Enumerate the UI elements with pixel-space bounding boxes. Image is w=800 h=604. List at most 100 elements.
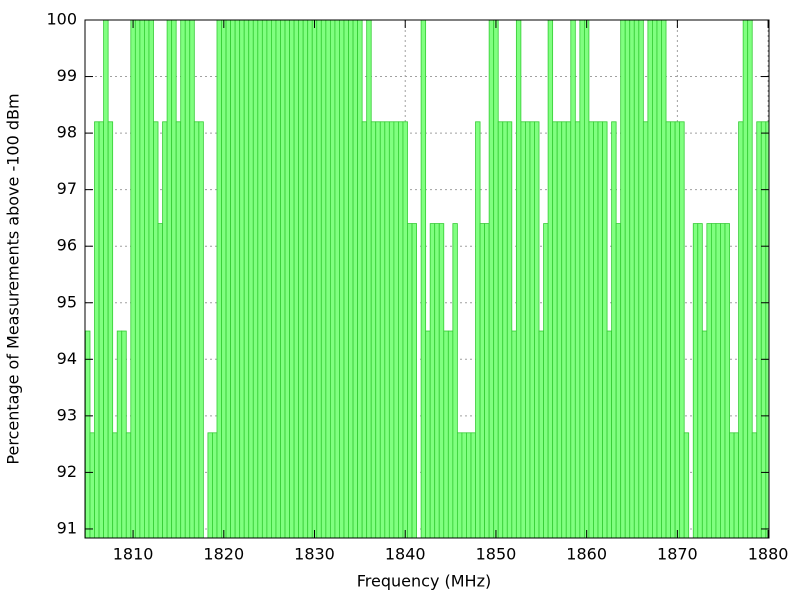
bar <box>738 121 744 538</box>
bar <box>257 20 263 538</box>
bar <box>429 223 436 538</box>
bar <box>284 20 290 538</box>
bar <box>515 20 522 538</box>
bar <box>271 20 277 538</box>
x-tick-label: 1870 <box>657 545 698 564</box>
bar <box>407 223 413 538</box>
bar <box>602 121 608 538</box>
bar <box>565 121 572 538</box>
bar <box>652 20 658 538</box>
bar <box>615 223 622 538</box>
bar <box>266 20 272 538</box>
bar <box>624 20 631 538</box>
bar <box>561 121 567 538</box>
bar <box>334 20 340 538</box>
bar <box>547 20 554 538</box>
y-tick-label: 93 <box>57 405 77 424</box>
bar <box>112 432 118 538</box>
bar <box>470 432 476 538</box>
bar <box>107 121 114 538</box>
bar <box>583 20 590 538</box>
bar <box>452 223 458 538</box>
bar <box>379 121 386 538</box>
bar <box>579 20 585 538</box>
bar <box>370 121 377 538</box>
bar <box>166 20 173 538</box>
y-tick-label: 95 <box>57 292 77 311</box>
bar <box>366 20 372 538</box>
bar <box>144 20 150 538</box>
bar <box>153 121 159 538</box>
y-tick-label: 98 <box>57 123 77 142</box>
y-tick-label: 96 <box>57 236 77 255</box>
bar <box>556 121 563 538</box>
bar <box>683 432 690 538</box>
bar <box>670 121 676 538</box>
y-tick-label: 92 <box>57 462 77 481</box>
bar <box>479 223 486 538</box>
bar <box>248 20 254 538</box>
bar <box>756 121 762 538</box>
bar <box>434 223 440 538</box>
bar <box>175 121 182 538</box>
bar <box>733 432 740 538</box>
bar <box>574 121 581 538</box>
bar <box>329 20 336 538</box>
bar <box>611 121 617 538</box>
bar <box>221 20 227 538</box>
bar <box>357 20 363 538</box>
bar <box>534 121 540 538</box>
bar <box>189 20 195 538</box>
bar <box>157 223 163 538</box>
bar <box>116 330 123 538</box>
y-tick-label: 94 <box>57 349 77 368</box>
bar <box>570 20 576 538</box>
bar <box>765 121 769 538</box>
bar <box>506 121 513 538</box>
bar <box>89 432 95 538</box>
y-tick-label: 91 <box>57 518 77 537</box>
bar <box>742 20 749 538</box>
bar <box>398 121 404 538</box>
y-axis-label: Percentage of Measurements above -100 dB… <box>4 93 23 464</box>
bar <box>180 20 186 538</box>
bar <box>184 20 191 538</box>
bar <box>139 20 145 538</box>
bar <box>98 121 104 538</box>
bar <box>425 330 431 538</box>
bar <box>701 330 708 538</box>
bar <box>692 223 699 538</box>
bar <box>339 20 345 538</box>
bar <box>461 432 467 538</box>
bar <box>216 20 222 538</box>
x-axis-label: Frequency (MHz) <box>357 572 491 591</box>
axes: 91 92 93 94 95 96 97 98 99 100 1810 1820 1830 1840 185… <box>46 10 788 564</box>
bar <box>511 330 517 538</box>
bar <box>488 20 495 538</box>
bar <box>724 223 730 538</box>
x-tick-label: 1830 <box>294 545 335 564</box>
bar <box>230 20 236 538</box>
bar <box>420 20 427 538</box>
bar <box>148 20 154 538</box>
bar <box>280 20 286 538</box>
bar <box>502 121 508 538</box>
x-tick-label: 1820 <box>203 545 244 564</box>
bar <box>212 432 218 538</box>
bar <box>348 20 354 538</box>
bar <box>103 20 109 538</box>
bar <box>629 20 635 538</box>
y-tick-label: 99 <box>57 66 77 85</box>
bar <box>493 20 499 538</box>
bar <box>593 121 599 538</box>
bar <box>252 20 259 538</box>
bar <box>760 121 767 538</box>
bar <box>316 20 322 538</box>
bar <box>710 223 717 538</box>
bar <box>393 121 399 538</box>
bar <box>606 330 613 538</box>
bar <box>352 20 359 538</box>
y-tick-label: 100 <box>46 10 77 29</box>
bar <box>674 121 681 538</box>
bar <box>207 432 213 538</box>
